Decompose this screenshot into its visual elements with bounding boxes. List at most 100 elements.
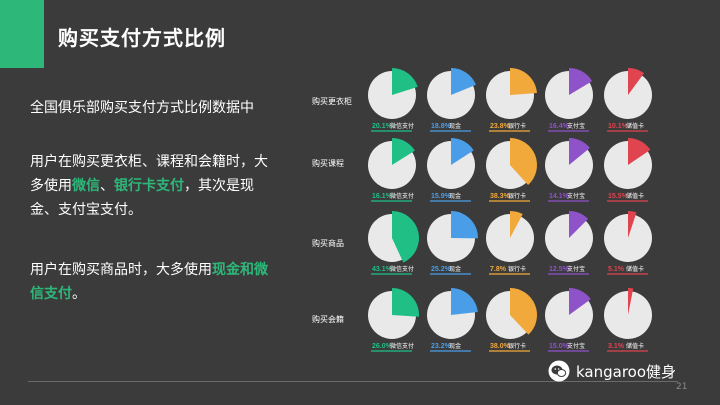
pie-0-4: 10.1%储值卡 bbox=[604, 68, 652, 132]
pie-slice bbox=[569, 211, 589, 238]
pie-percent-label: 10.1% bbox=[608, 123, 629, 130]
pie-slice bbox=[510, 288, 537, 335]
pie-method-label: 储值卡 bbox=[626, 122, 644, 130]
pie-method-label: 微信支付 bbox=[390, 192, 414, 200]
pie-1-0: 16.1%微信支付 bbox=[368, 138, 416, 202]
pie-percent-label: 16.4% bbox=[549, 123, 570, 130]
pie-method-label: 储值卡 bbox=[626, 265, 644, 273]
pie-percent-label: 20.1% bbox=[372, 123, 393, 130]
page-number: 21 bbox=[676, 382, 688, 392]
pie-3-1: 23.2%现金 bbox=[427, 287, 478, 352]
pie-percent-label: 16.1% bbox=[372, 193, 393, 200]
pie-slice bbox=[392, 138, 415, 165]
pie-slice bbox=[510, 68, 537, 95]
pie-method-label: 微信支付 bbox=[390, 342, 414, 350]
pie-percent-label: 12.5% bbox=[549, 266, 570, 273]
pie-method-label: 银行卡 bbox=[508, 122, 526, 130]
pie-2-3: 12.5%支付宝 bbox=[545, 211, 593, 275]
pie-percent-label: 5.1% bbox=[608, 266, 625, 273]
pie-1-2: 38.3%银行卡 bbox=[486, 138, 538, 202]
pie-0-2: 23.8%银行卡 bbox=[486, 68, 537, 132]
pie-method-label: 支付宝 bbox=[567, 122, 585, 130]
pie-method-label: 现金 bbox=[449, 265, 461, 273]
pie-percent-label: 43.1% bbox=[372, 266, 393, 273]
summary-paragraph-1: 用户在购买更衣柜、课程和会籍时，大多使用微信、银行卡支付，其次是现金、支付宝支付… bbox=[30, 150, 280, 222]
watermark: kangaroo健身 bbox=[548, 360, 676, 382]
pie-slice bbox=[628, 211, 637, 238]
pie-1-3: 14.1%支付宝 bbox=[545, 138, 593, 202]
pie-method-label: 现金 bbox=[449, 342, 461, 350]
pie-slice bbox=[569, 288, 591, 315]
para1-text-3: ，其次是现金、支付宝支付。 bbox=[30, 178, 254, 218]
watermark-text: kangaroo健身 bbox=[576, 362, 677, 381]
pie-method-label: 现金 bbox=[449, 192, 461, 200]
pie-slice bbox=[392, 211, 419, 263]
pie-2-4: 5.1% 储值卡 bbox=[604, 211, 652, 275]
pie-method-label: 储值卡 bbox=[626, 192, 644, 200]
para1-text-2: 、 bbox=[100, 178, 114, 194]
pie-method-label: 银行卡 bbox=[508, 192, 526, 200]
pie-method-label: 银行卡 bbox=[508, 265, 526, 273]
pie-0-1: 18.8%现金 bbox=[427, 68, 476, 132]
pie-slice bbox=[451, 137, 474, 165]
pie-percent-label: 18.8% bbox=[431, 123, 452, 130]
para1-highlight-wechat: 微信 bbox=[72, 178, 100, 194]
row-label-course: 购买课程 bbox=[312, 159, 344, 168]
row-label-goods: 购买商品 bbox=[312, 239, 344, 248]
footer-divider bbox=[28, 381, 678, 382]
pie-slice bbox=[628, 68, 645, 95]
pie-slice bbox=[451, 287, 478, 315]
pie-slice bbox=[569, 138, 590, 165]
summary-paragraph-2: 用户在购买商品时，大多使用现金和微信支付。 bbox=[30, 258, 280, 306]
pie-percent-label: 7.8% bbox=[490, 266, 507, 273]
pie-method-label: 储值卡 bbox=[626, 342, 644, 350]
pie-1-4: 15.5%储值卡 bbox=[604, 138, 652, 202]
pie-percent-label: 26.0% bbox=[372, 343, 393, 350]
para2-text-2: 。 bbox=[72, 286, 86, 302]
pie-slice bbox=[510, 211, 523, 238]
pie-slice bbox=[392, 68, 418, 95]
pie-2-0: 43.1%微信支付 bbox=[368, 211, 419, 275]
pie-2-1: 25.2%现金 bbox=[427, 211, 479, 275]
pie-slice bbox=[569, 68, 593, 95]
pie-0-0: 20.1%微信支付 bbox=[368, 68, 418, 132]
pie-3-4: 3.1% 储值卡 bbox=[604, 288, 652, 352]
pie-3-2: 38.0%银行卡 bbox=[486, 288, 537, 352]
pie-3-3: 15.0%支付宝 bbox=[545, 288, 593, 352]
row-label-membership: 购买会籍 bbox=[312, 315, 344, 324]
pie-2-2: 7.8% 银行卡 bbox=[486, 211, 534, 275]
pie-method-label: 微信支付 bbox=[390, 265, 414, 273]
pie-method-label: 微信支付 bbox=[390, 122, 414, 130]
pie-method-label: 现金 bbox=[449, 122, 461, 130]
pie-percent-label: 15.0% bbox=[549, 343, 570, 350]
pie-slice bbox=[510, 138, 538, 186]
para1-text-1: 用户在购买更衣柜、课程和会籍时，大多使用 bbox=[30, 154, 268, 194]
pie-percent-label: 38.0% bbox=[490, 343, 511, 350]
pie-method-label: 支付宝 bbox=[567, 192, 585, 200]
para1-highlight-bankcard: 银行卡支付 bbox=[114, 178, 184, 194]
row-label-locker: 购买更衣柜 bbox=[312, 97, 352, 106]
pie-percent-label: 38.3% bbox=[490, 193, 511, 200]
pie-percent-label: 23.8% bbox=[490, 123, 511, 130]
pie-method-label: 支付宝 bbox=[567, 265, 585, 273]
pie-slice bbox=[628, 138, 651, 165]
pie-slice bbox=[628, 288, 634, 315]
para2-text-1: 用户在购买商品时，大多使用 bbox=[30, 262, 212, 278]
wechat-logo-icon bbox=[548, 360, 570, 382]
pie-3-0: 26.0%微信支付 bbox=[368, 288, 420, 352]
lead-text: 全国俱乐部购买支付方式比例数据中 bbox=[30, 100, 254, 116]
pie-slice bbox=[451, 211, 479, 239]
pie-method-label: 银行卡 bbox=[508, 342, 526, 350]
pie-percent-label: 23.2% bbox=[431, 343, 452, 350]
pie-percent-label: 14.1% bbox=[549, 193, 570, 200]
pie-0-3: 16.4%支付宝 bbox=[545, 68, 593, 132]
pie-slice bbox=[451, 68, 476, 95]
page-title: 购买支付方式比例 bbox=[58, 26, 226, 50]
para2-highlight: 现金和微信支付 bbox=[30, 262, 268, 302]
pie-1-1: 15.9%现金 bbox=[427, 137, 475, 202]
pie-method-label: 支付宝 bbox=[567, 342, 585, 350]
pie-percent-label: 15.9% bbox=[431, 193, 452, 200]
pie-percent-label: 15.5% bbox=[608, 193, 629, 200]
